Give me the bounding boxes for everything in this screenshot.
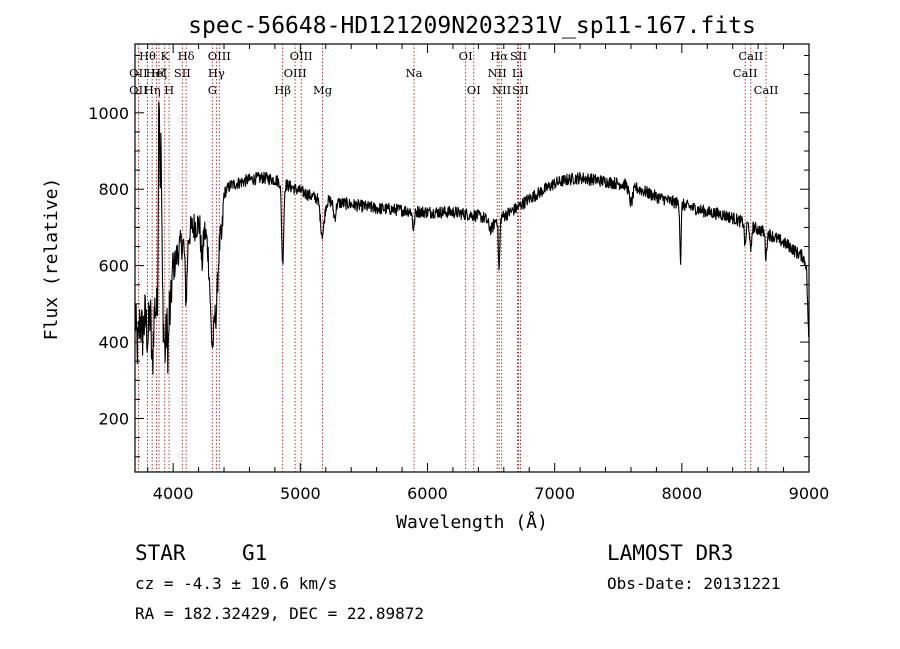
observation-date: Obs-Date: 20131221 [607,574,780,593]
x-tick-label: 4000 [153,484,194,503]
line-label: H [164,83,174,97]
object-subclass: G1 [242,541,267,565]
line-label: G [208,83,217,97]
line-label: CaII [754,83,779,97]
y-tick-label: 400 [98,333,129,352]
redshift-cz: cz = -4.3 ± 10.6 km/s [135,574,337,593]
line-label: Li [512,66,524,80]
line-label: OI [459,49,473,63]
x-axis-label: Wavelength (Å) [396,511,548,533]
y-axis-label: Flux (relative) [41,178,62,341]
x-tick-label: 7000 [534,484,575,503]
x-tick-label: 6000 [407,484,448,503]
line-label: Hγ [208,66,225,80]
x-axis: 4000 5000 6000 7000 8000 9000 [147,44,830,503]
line-label: OI [467,83,481,97]
line-label: K [160,49,169,63]
line-label: Mg [313,83,333,97]
y-tick-label: 800 [98,180,129,199]
ra-dec-coordinates: RA = 182.32429, DEC = 22.89872 [135,604,424,623]
plot-frame [134,43,810,473]
line-label: SII [512,83,529,97]
line-label: CaII [733,66,758,80]
line-label: SII [510,49,527,63]
line-label: OII [129,66,148,80]
y-tick-label: 600 [98,257,129,276]
line-label: NII [492,83,511,97]
line-label: CaII [738,49,763,63]
y-tick-label: 200 [98,410,129,429]
line-label: NII [488,66,507,80]
line-label: Hη [144,83,161,97]
line-label: Na [406,66,423,80]
survey-name: LAMOST DR3 [607,541,733,565]
line-label: SII [174,66,191,80]
x-tick-label: 5000 [280,484,321,503]
line-label: Hβ [274,83,291,97]
y-tick-label: 1000 [88,104,129,123]
line-label: Hδ [178,49,195,63]
spectrum-series-line [134,101,810,375]
spectral-line-labels: OIIOIIHθHηHeIHζKHSIIHδGHγOIIIHβOIIIOIIIM… [129,49,778,97]
line-label: Hζ [151,66,167,80]
x-tick-label: 9000 [789,484,830,503]
y-axis: 200 400 600 800 1000 [88,54,809,458]
x-tick-label: 8000 [661,484,702,503]
line-label: HeI [146,66,167,80]
object-class: STAR [135,541,186,565]
line-label: OII [129,83,148,97]
line-label: OIII [290,49,313,63]
line-label: OIII [284,66,307,80]
line-label: Hθ [139,49,156,63]
spectral-line-markers [137,44,767,472]
line-label: Hα [490,49,508,63]
line-label: OIII [208,49,231,63]
chart-title: spec-56648-HD121209N203231V_sp11-167.fit… [188,13,756,39]
